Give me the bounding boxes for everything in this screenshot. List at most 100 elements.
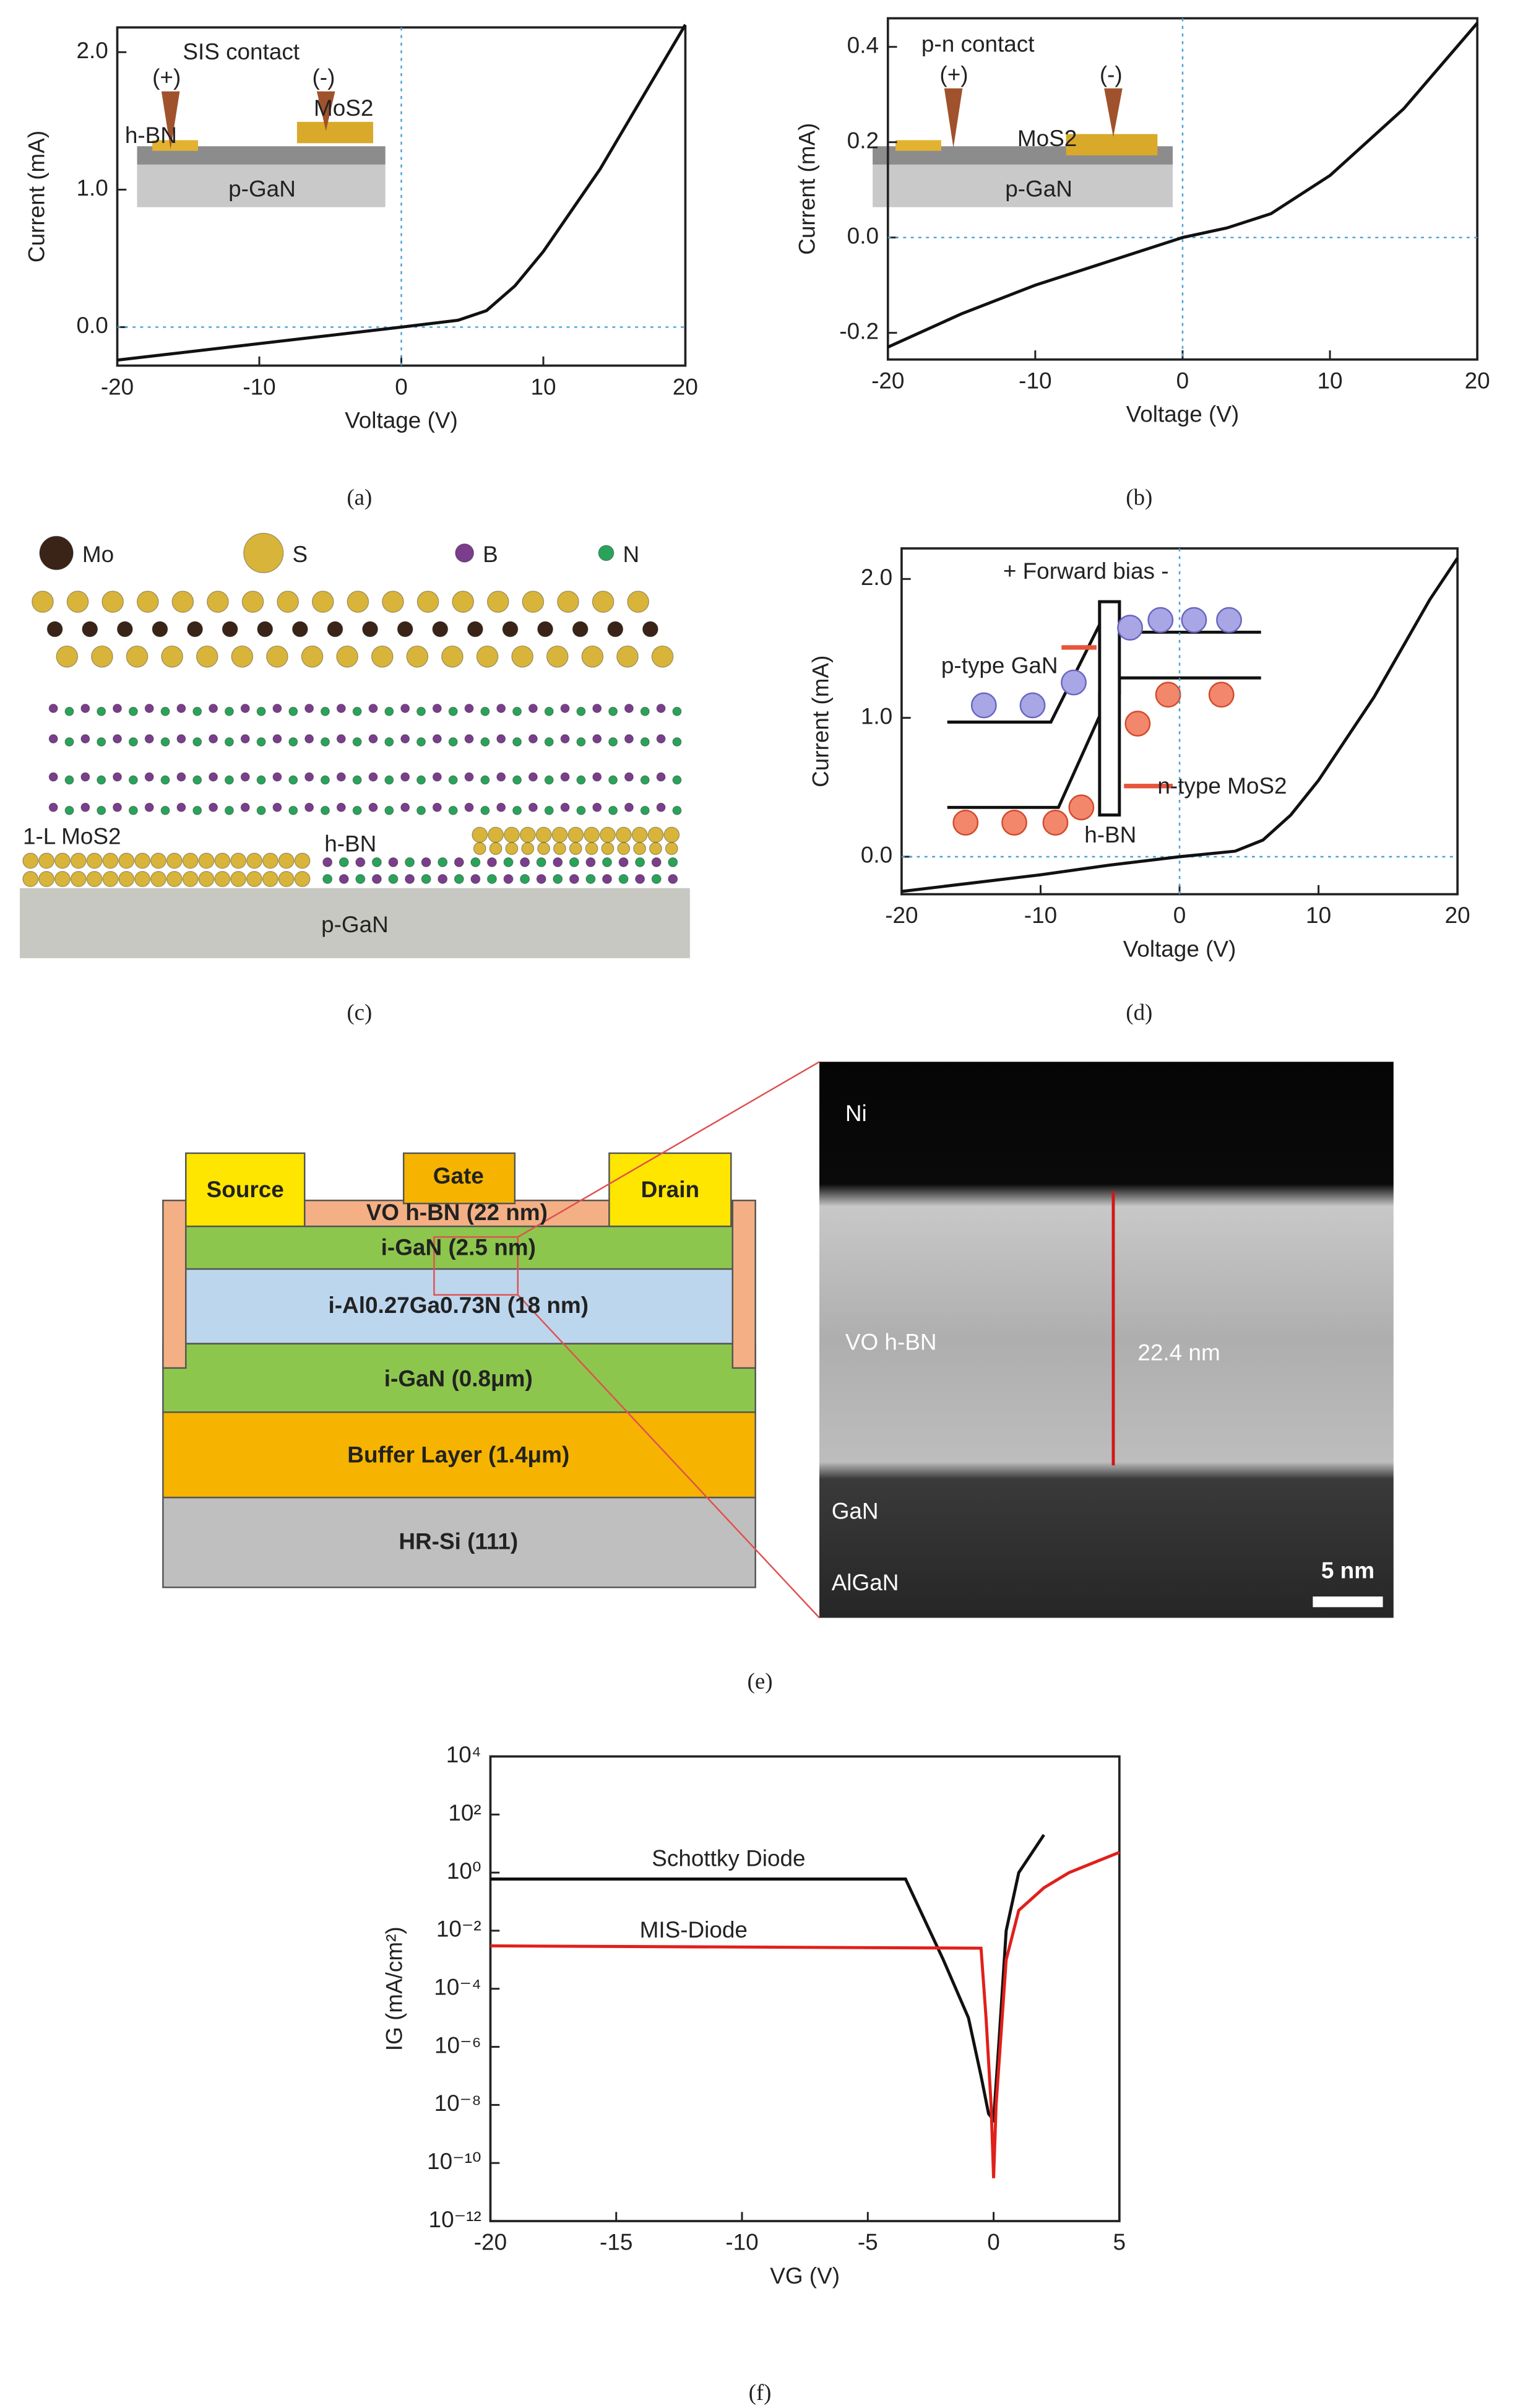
atom (160, 706, 170, 716)
atom (272, 703, 282, 713)
inset-label: (-) (1100, 62, 1123, 87)
atom (640, 775, 650, 785)
legend-label: Mo (82, 542, 114, 567)
atom (569, 873, 579, 884)
inset-label: p-GaN (228, 176, 296, 201)
atom (22, 852, 39, 869)
atom (581, 645, 604, 668)
atom (209, 772, 218, 782)
atom (355, 873, 366, 884)
y-tick-label: 10⁻⁶ (434, 2032, 481, 2058)
x-tick-label: 20 (1465, 368, 1490, 393)
y-tick-label: 10⁻⁴ (434, 1975, 481, 2000)
device-stack (162, 1061, 820, 1619)
atom (192, 775, 202, 785)
y-tick-label: 0.4 (847, 32, 879, 58)
atom (656, 802, 666, 812)
atom (633, 842, 647, 855)
atom (615, 826, 632, 843)
atom (64, 775, 74, 785)
y-tick-label: 10⁻² (436, 1916, 481, 1942)
atom (113, 703, 123, 713)
atom (278, 871, 295, 887)
atom (116, 621, 133, 638)
layer-label: i-Al0.27Ga0.73N (18 nm) (329, 1293, 589, 1318)
atom (486, 873, 497, 884)
atom (553, 857, 563, 867)
x-axis-label: VG (V) (770, 2263, 840, 2289)
atom (651, 645, 674, 668)
atom (521, 842, 535, 855)
atom (432, 802, 442, 812)
panel-c (20, 888, 690, 958)
atom (592, 772, 602, 782)
panel-label: (e) (748, 1668, 773, 1694)
atom (322, 873, 333, 884)
atom (519, 826, 536, 843)
x-tick-label: -20 (885, 903, 918, 928)
atom (553, 873, 563, 884)
inset-label: MoS2 (314, 95, 373, 121)
atom (388, 873, 399, 884)
atom (668, 873, 678, 884)
atom (476, 645, 499, 668)
atom (448, 706, 458, 716)
atom (668, 857, 678, 867)
panel-label: (b) (1126, 485, 1152, 511)
atom (38, 852, 55, 869)
atom (176, 734, 186, 744)
y-tick-label: 10⁴ (446, 1742, 481, 1767)
atom (128, 737, 138, 747)
x-tick-label: -10 (725, 2230, 758, 2255)
atom (536, 857, 546, 867)
atom (277, 591, 299, 613)
atom (54, 871, 71, 887)
atom (601, 842, 615, 855)
atom (496, 802, 506, 812)
atom (336, 802, 346, 812)
atom (598, 545, 615, 561)
atom (473, 842, 486, 855)
atom (224, 775, 234, 785)
atom (256, 805, 266, 815)
tem-label: GaN (832, 1498, 879, 1523)
atom (161, 645, 183, 668)
atom (572, 621, 589, 638)
x-tick-label: -10 (1024, 903, 1057, 928)
atom (560, 703, 570, 713)
legend-label: B (483, 542, 498, 567)
series-label: Schottky Diode (652, 1846, 805, 1871)
atom (97, 775, 106, 785)
atom (421, 873, 431, 884)
atom (569, 842, 582, 855)
atom (416, 775, 426, 785)
atom (672, 775, 682, 785)
atom (635, 857, 645, 867)
atom (467, 621, 483, 638)
atom (452, 591, 474, 613)
data-line (490, 1834, 1045, 2124)
atom (388, 857, 399, 867)
y-axis-label: IG (mA/cm²) (382, 1926, 407, 2051)
atom (560, 772, 570, 782)
atom (535, 826, 552, 843)
atom (528, 734, 538, 744)
atom (144, 772, 154, 782)
atom (102, 871, 119, 887)
inset-label: h-BN (125, 123, 177, 148)
atom (272, 734, 282, 744)
x-tick-label: -10 (1019, 368, 1051, 393)
atom (339, 857, 349, 867)
atom (80, 772, 90, 782)
atom (322, 857, 333, 867)
atom (608, 737, 618, 747)
atom (352, 805, 362, 815)
atom (512, 775, 522, 785)
atom (70, 852, 87, 869)
atom (160, 805, 170, 815)
x-tick-label: -5 (858, 2230, 878, 2255)
atom (384, 737, 394, 747)
atom (371, 645, 394, 668)
atom (352, 737, 362, 747)
